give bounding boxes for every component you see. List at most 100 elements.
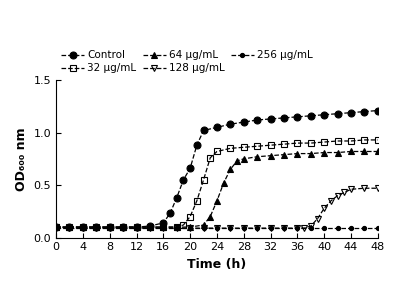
64 μg/mL bbox=[241, 157, 246, 160]
Y-axis label: OD₆₀₀ nm: OD₆₀₀ nm bbox=[15, 127, 28, 191]
Control bbox=[228, 122, 233, 126]
256 μg/mL bbox=[335, 227, 340, 230]
128 μg/mL bbox=[54, 225, 58, 229]
256 μg/mL bbox=[148, 227, 152, 230]
256 μg/mL bbox=[255, 227, 260, 230]
64 μg/mL bbox=[148, 225, 152, 229]
64 μg/mL bbox=[221, 181, 226, 185]
Control bbox=[67, 225, 72, 229]
32 μg/mL bbox=[54, 225, 58, 229]
256 μg/mL bbox=[161, 227, 166, 230]
128 μg/mL bbox=[295, 227, 300, 230]
256 μg/mL bbox=[188, 227, 192, 230]
256 μg/mL bbox=[268, 227, 273, 230]
256 μg/mL bbox=[134, 227, 139, 230]
64 μg/mL bbox=[282, 153, 286, 156]
64 μg/mL bbox=[376, 150, 380, 153]
Control bbox=[241, 120, 246, 124]
64 μg/mL bbox=[201, 223, 206, 227]
128 μg/mL bbox=[134, 227, 139, 230]
256 μg/mL bbox=[67, 227, 72, 230]
256 μg/mL bbox=[282, 227, 286, 230]
64 μg/mL bbox=[308, 152, 313, 155]
32 μg/mL bbox=[376, 138, 380, 142]
32 μg/mL bbox=[94, 225, 99, 229]
32 μg/mL bbox=[268, 144, 273, 147]
64 μg/mL bbox=[268, 154, 273, 157]
Control bbox=[54, 225, 58, 229]
32 μg/mL bbox=[282, 142, 286, 146]
Control bbox=[282, 116, 286, 120]
Control bbox=[308, 114, 313, 118]
128 μg/mL bbox=[67, 227, 72, 230]
Control bbox=[268, 117, 273, 121]
Control bbox=[201, 129, 206, 132]
32 μg/mL bbox=[194, 199, 199, 202]
256 μg/mL bbox=[376, 227, 380, 230]
32 μg/mL bbox=[161, 225, 166, 229]
256 μg/mL bbox=[80, 227, 85, 230]
128 μg/mL bbox=[174, 227, 179, 230]
Line: 32 μg/mL: 32 μg/mL bbox=[52, 136, 381, 231]
256 μg/mL bbox=[121, 227, 126, 230]
Legend: Control, 32 μg/mL, 64 μg/mL, 128 μg/mL, 256 μg/mL: Control, 32 μg/mL, 64 μg/mL, 128 μg/mL, … bbox=[61, 50, 312, 73]
32 μg/mL bbox=[349, 139, 354, 143]
32 μg/mL bbox=[241, 146, 246, 149]
128 μg/mL bbox=[188, 227, 192, 230]
64 μg/mL bbox=[188, 225, 192, 229]
32 μg/mL bbox=[148, 225, 152, 229]
256 μg/mL bbox=[228, 227, 233, 230]
Control bbox=[174, 196, 179, 199]
Control bbox=[335, 112, 340, 115]
32 μg/mL bbox=[107, 225, 112, 229]
256 μg/mL bbox=[201, 227, 206, 230]
64 μg/mL bbox=[208, 215, 213, 218]
Line: Control: Control bbox=[52, 107, 381, 231]
128 μg/mL bbox=[148, 227, 152, 230]
Control bbox=[94, 225, 99, 229]
64 μg/mL bbox=[335, 151, 340, 154]
Control bbox=[322, 113, 327, 116]
64 μg/mL bbox=[362, 150, 367, 153]
32 μg/mL bbox=[295, 141, 300, 145]
X-axis label: Time (h): Time (h) bbox=[187, 258, 246, 271]
256 μg/mL bbox=[174, 227, 179, 230]
256 μg/mL bbox=[295, 227, 300, 230]
32 μg/mL bbox=[362, 138, 367, 142]
64 μg/mL bbox=[134, 225, 139, 229]
32 μg/mL bbox=[228, 147, 233, 150]
128 μg/mL bbox=[228, 227, 233, 230]
64 μg/mL bbox=[121, 225, 126, 229]
Control bbox=[161, 221, 166, 225]
Control bbox=[80, 225, 85, 229]
64 μg/mL bbox=[228, 168, 233, 171]
128 μg/mL bbox=[161, 227, 166, 230]
128 μg/mL bbox=[121, 227, 126, 230]
Control bbox=[194, 144, 199, 147]
32 μg/mL bbox=[322, 140, 327, 144]
128 μg/mL bbox=[342, 191, 347, 194]
32 μg/mL bbox=[134, 225, 139, 229]
64 μg/mL bbox=[235, 159, 240, 163]
Line: 64 μg/mL: 64 μg/mL bbox=[52, 148, 381, 231]
256 μg/mL bbox=[94, 227, 99, 230]
Control bbox=[107, 225, 112, 229]
32 μg/mL bbox=[255, 144, 260, 148]
64 μg/mL bbox=[295, 152, 300, 155]
128 μg/mL bbox=[335, 194, 340, 197]
128 μg/mL bbox=[255, 227, 260, 230]
32 μg/mL bbox=[201, 178, 206, 182]
Control bbox=[168, 212, 172, 215]
128 μg/mL bbox=[282, 227, 286, 230]
32 μg/mL bbox=[308, 141, 313, 145]
64 μg/mL bbox=[94, 225, 99, 229]
32 μg/mL bbox=[335, 139, 340, 143]
32 μg/mL bbox=[188, 215, 192, 218]
64 μg/mL bbox=[255, 155, 260, 158]
32 μg/mL bbox=[214, 150, 219, 153]
64 μg/mL bbox=[161, 225, 166, 229]
128 μg/mL bbox=[214, 227, 219, 230]
64 μg/mL bbox=[349, 150, 354, 153]
128 μg/mL bbox=[201, 227, 206, 230]
Line: 256 μg/mL: 256 μg/mL bbox=[54, 226, 380, 230]
